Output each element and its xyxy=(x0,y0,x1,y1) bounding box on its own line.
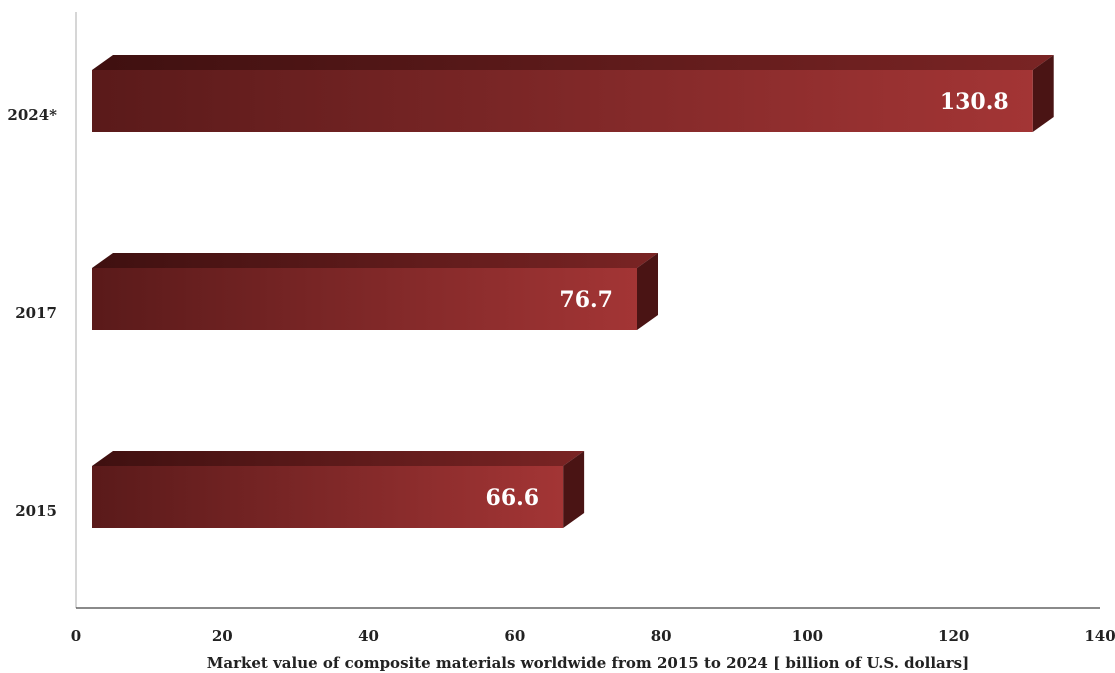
x-axis-title: Market value of composite materials worl… xyxy=(207,654,969,672)
bar xyxy=(92,268,638,330)
bar xyxy=(92,70,1033,132)
bar-group: 130.8 xyxy=(92,55,1054,132)
bar-value-label: 76.7 xyxy=(559,287,613,313)
x-tick-label: 40 xyxy=(358,627,379,645)
x-tick-label: 120 xyxy=(938,627,969,645)
x-tick-label: 60 xyxy=(504,627,525,645)
bar-top-face xyxy=(92,253,659,268)
bar xyxy=(92,466,564,528)
bar-top-face xyxy=(92,55,1054,70)
bar-value-label: 66.6 xyxy=(486,485,540,511)
bar-side-face xyxy=(1032,55,1054,132)
category-label: 2017 xyxy=(15,304,57,322)
bar-top-face xyxy=(92,451,585,466)
category-label: 2024* xyxy=(7,106,57,124)
category-labels: 2015 2017 2024* xyxy=(7,106,57,520)
bars-layer: 66.6 76.7 130.8 xyxy=(92,55,1054,528)
bar-group: 66.6 xyxy=(92,451,585,528)
x-tick-labels: 0 20 40 60 80 100 120 140 xyxy=(71,627,1115,645)
x-tick-label: 20 xyxy=(212,627,233,645)
x-tick-label: 0 xyxy=(71,627,81,645)
x-tick-label: 100 xyxy=(792,627,823,645)
x-tick-label: 140 xyxy=(1084,627,1115,645)
bar-group: 76.7 xyxy=(92,253,659,330)
bar-side-face xyxy=(563,451,585,528)
axes xyxy=(75,12,1100,609)
category-label: 2015 xyxy=(15,502,57,520)
bar-value-label: 130.8 xyxy=(940,89,1009,115)
x-tick-label: 80 xyxy=(651,627,672,645)
bar-side-face xyxy=(637,253,659,330)
